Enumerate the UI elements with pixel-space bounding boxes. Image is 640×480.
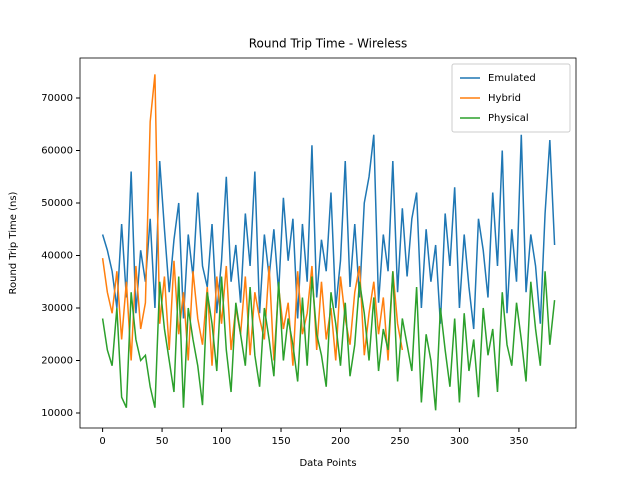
y-tick-label: 20000 bbox=[41, 355, 73, 366]
plot-frame bbox=[79, 57, 577, 429]
y-tick-label: 70000 bbox=[41, 93, 73, 104]
y-axis-label: Round Trip Time (ns) bbox=[8, 191, 19, 294]
legend-label: Emulated bbox=[488, 73, 536, 84]
x-tick-label: 0 bbox=[99, 436, 105, 447]
y-tick-label: 60000 bbox=[41, 146, 73, 157]
x-tick-label: 250 bbox=[390, 436, 409, 447]
legend-box bbox=[451, 63, 571, 133]
x-tick-label: 200 bbox=[331, 436, 350, 447]
x-tick-label: 300 bbox=[450, 436, 469, 447]
x-tick-label: 50 bbox=[156, 436, 169, 447]
y-tick-label: 50000 bbox=[41, 198, 73, 209]
x-tick-label: 350 bbox=[509, 436, 528, 447]
x-tick-label: 100 bbox=[212, 436, 231, 447]
x-tick-label: 150 bbox=[271, 436, 290, 447]
legend-label: Hybrid bbox=[488, 93, 521, 104]
data-line bbox=[101, 134, 556, 330]
y-tick-label: 40000 bbox=[41, 250, 73, 261]
y-tick-label: 30000 bbox=[41, 303, 73, 314]
chart-title: Round Trip Time - Wireless bbox=[249, 37, 408, 51]
data-line bbox=[101, 271, 556, 411]
y-tick-label: 10000 bbox=[41, 408, 73, 419]
x-axis-label: Data Points bbox=[299, 458, 356, 469]
legend-label: Physical bbox=[488, 113, 529, 124]
